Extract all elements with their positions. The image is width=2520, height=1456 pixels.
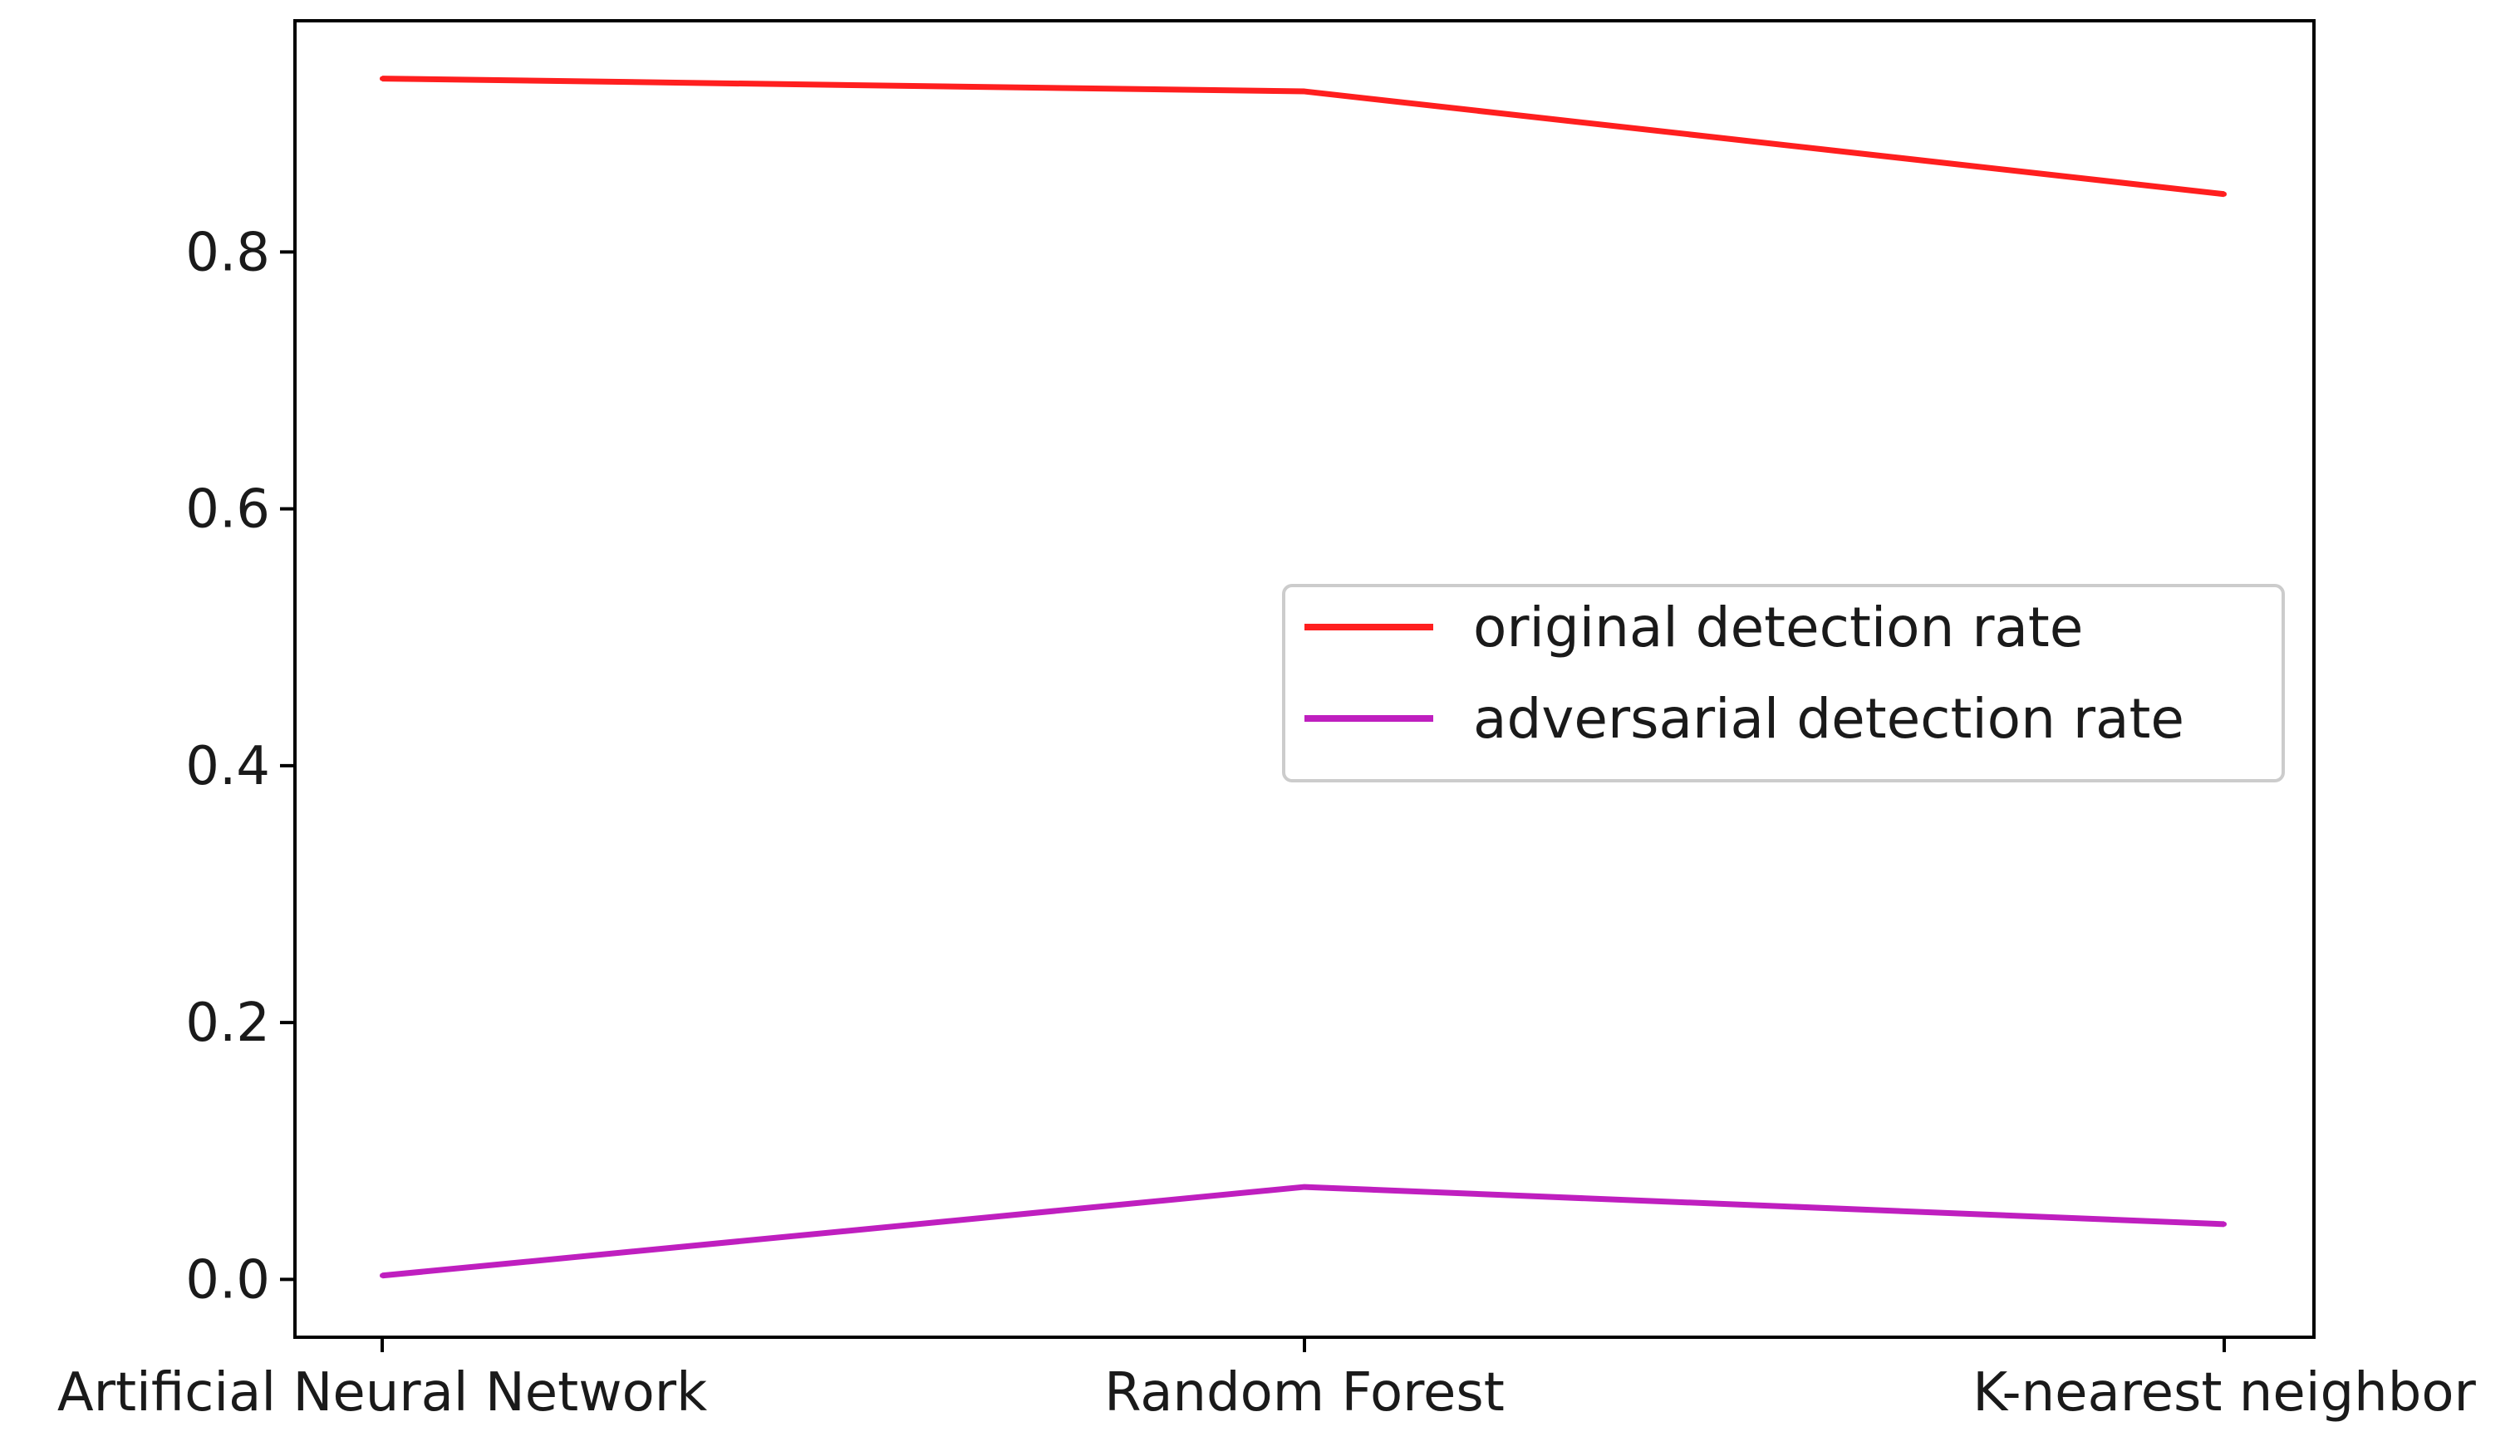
legend-label-adversarial: adversarial detection rate (1473, 687, 2184, 751)
series-1-point (1302, 1184, 1307, 1190)
series-layer (380, 76, 2227, 1279)
series-line-1 (381, 1184, 2225, 1279)
series-1-point (380, 1272, 385, 1278)
series-0-point (2222, 191, 2227, 197)
legend: original detection rate adversarial dete… (1282, 584, 2285, 782)
y-tick-label: 0.6 (185, 479, 270, 541)
x-tick-label: K-nearest neighbor (1972, 1362, 2476, 1424)
series-0-point (380, 76, 385, 81)
y-tick-label: 0.8 (185, 222, 270, 283)
x-tick-label: Artificial Neural Network (57, 1362, 707, 1424)
legend-label-original: original detection rate (1473, 596, 2083, 659)
y-tick-label: 0.4 (185, 736, 270, 797)
y-tick-label: 0.2 (185, 993, 270, 1054)
x-tick-label: Random Forest (1104, 1362, 1505, 1424)
series-0-point (1302, 89, 1307, 95)
series-line-0 (381, 76, 2225, 198)
series-1-point (2222, 1221, 2227, 1227)
y-tick-label: 0.0 (185, 1249, 270, 1311)
y-axis: 0.0 0.2 0.4 0.6 0.8 (185, 222, 295, 1311)
x-axis: Artificial Neural Network Random Forest K-… (57, 1337, 2476, 1424)
legend-box (1282, 584, 2285, 782)
